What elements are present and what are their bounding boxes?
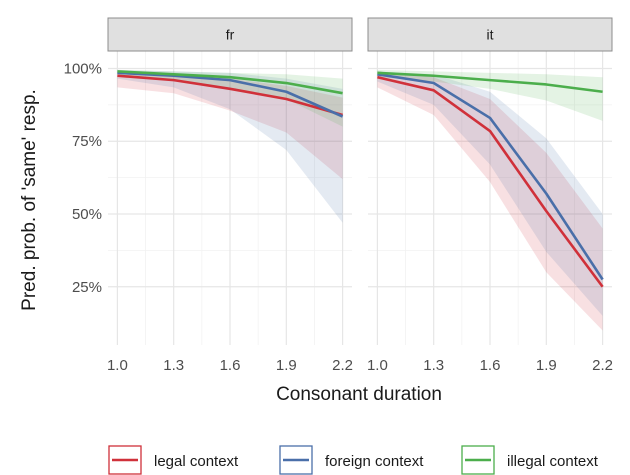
x-tick-label: 2.2 xyxy=(332,357,353,374)
x-tick-label: 1.0 xyxy=(107,357,128,374)
legend-label: illegal context xyxy=(507,453,599,470)
y-tick-label: 75% xyxy=(72,133,102,150)
x-tick-label: 1.6 xyxy=(220,357,241,374)
legend-label: foreign context xyxy=(325,453,424,470)
line-illegal-context xyxy=(377,71,603,94)
ribbon-foreign-context xyxy=(117,69,343,223)
legend-label: legal context xyxy=(154,453,239,470)
x-tick-label: 1.6 xyxy=(480,357,501,374)
x-axis-title: Consonant duration xyxy=(276,384,442,405)
ribbon-foreign-context xyxy=(377,71,603,316)
y-tick-label: 25% xyxy=(72,279,102,296)
line-foreign-context xyxy=(377,73,604,281)
facet-label: fr xyxy=(226,27,235,43)
line-legal-context xyxy=(117,74,343,117)
ribbon-legal-context xyxy=(377,71,603,331)
y-tick-label: 50% xyxy=(72,206,102,223)
legend: legal context foreign context illegal cont… xyxy=(108,445,599,475)
x-tick-label: 1.3 xyxy=(423,357,444,374)
x-tick-label: 1.3 xyxy=(163,357,184,374)
legend-item-legal-context: legal context xyxy=(108,445,239,475)
panel-fr: fr 1.0 1.3 1.6 1.9 2.2 25% 50% 75% 100% xyxy=(64,17,353,374)
y-axis-title: Pred. prob. of 'same' resp. xyxy=(19,89,40,311)
facet-strip xyxy=(107,17,353,52)
legend-item-foreign-context: foreign context xyxy=(279,445,424,475)
x-tick-label: 1.0 xyxy=(367,357,388,374)
line-illegal-context xyxy=(117,70,343,95)
panels-layer: fr 1.0 1.3 1.6 1.9 2.2 25% 50% 75% 100% it 1.0 1.3 1.… xyxy=(64,17,613,374)
x-tick-label: 1.9 xyxy=(536,357,557,374)
ribbon-illegal-context xyxy=(377,69,603,121)
line-foreign-context xyxy=(117,71,344,118)
line-legal-context xyxy=(377,75,604,288)
x-tick-label: 1.9 xyxy=(276,357,297,374)
legend-item-illegal-context: illegal context xyxy=(461,445,599,475)
facet-strip xyxy=(367,17,613,52)
x-tick-label: 2.2 xyxy=(592,357,613,374)
facet-label: it xyxy=(487,27,494,43)
panel-it: it 1.0 1.3 1.6 1.9 2.2 xyxy=(367,17,613,374)
y-tick-label: 100% xyxy=(64,60,102,77)
